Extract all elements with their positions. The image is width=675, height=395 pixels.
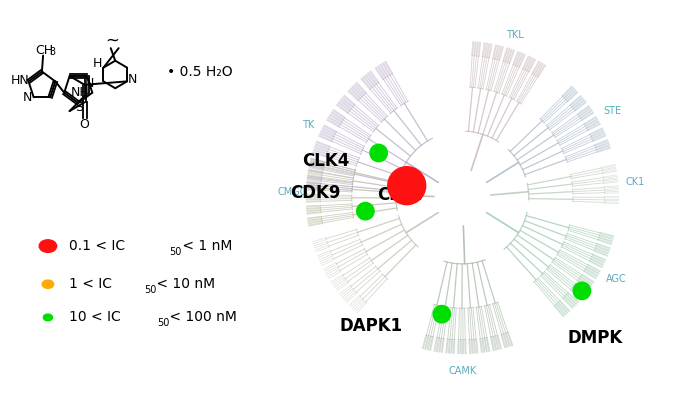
Text: N: N <box>23 91 32 104</box>
Text: • 0.5 H₂O: • 0.5 H₂O <box>167 65 233 79</box>
Circle shape <box>43 314 53 321</box>
Text: 3: 3 <box>50 47 56 57</box>
Text: TK: TK <box>302 120 314 130</box>
Text: 50: 50 <box>157 318 169 328</box>
Text: CMGC: CMGC <box>277 186 306 197</box>
Text: H: H <box>92 56 102 70</box>
Circle shape <box>573 282 591 299</box>
Text: < 10 nM: < 10 nM <box>153 277 215 291</box>
Text: CK1: CK1 <box>626 177 645 187</box>
Text: O: O <box>80 118 90 131</box>
Circle shape <box>433 305 450 323</box>
Text: ~: ~ <box>105 31 119 49</box>
Circle shape <box>356 203 374 220</box>
Text: CH: CH <box>35 44 53 57</box>
Text: TKL: TKL <box>506 30 524 40</box>
Text: DMPK: DMPK <box>568 329 623 346</box>
Circle shape <box>42 280 54 288</box>
Text: S: S <box>76 101 84 114</box>
Text: 1 < IC: 1 < IC <box>69 277 111 291</box>
Text: DAPK1: DAPK1 <box>339 317 402 335</box>
Circle shape <box>370 144 387 162</box>
Text: 50: 50 <box>144 285 157 295</box>
Text: N: N <box>85 77 94 90</box>
Text: CAMK: CAMK <box>448 366 477 376</box>
Text: 0.1 < IC: 0.1 < IC <box>69 239 125 253</box>
Text: N: N <box>128 73 138 86</box>
Circle shape <box>39 240 57 252</box>
Text: CDK9: CDK9 <box>290 184 341 202</box>
Text: STE: STE <box>604 105 622 116</box>
Text: CLK4: CLK4 <box>302 152 350 170</box>
Text: CDC7: CDC7 <box>377 186 427 203</box>
Text: < 1 nM: < 1 nM <box>178 239 232 253</box>
Text: HN: HN <box>11 74 30 87</box>
Text: 10 < IC: 10 < IC <box>69 310 120 324</box>
Text: NH: NH <box>71 86 90 99</box>
Text: < 100 nM: < 100 nM <box>165 310 237 324</box>
Circle shape <box>387 167 426 205</box>
Text: AGC: AGC <box>605 274 626 284</box>
Text: 50: 50 <box>169 247 182 257</box>
